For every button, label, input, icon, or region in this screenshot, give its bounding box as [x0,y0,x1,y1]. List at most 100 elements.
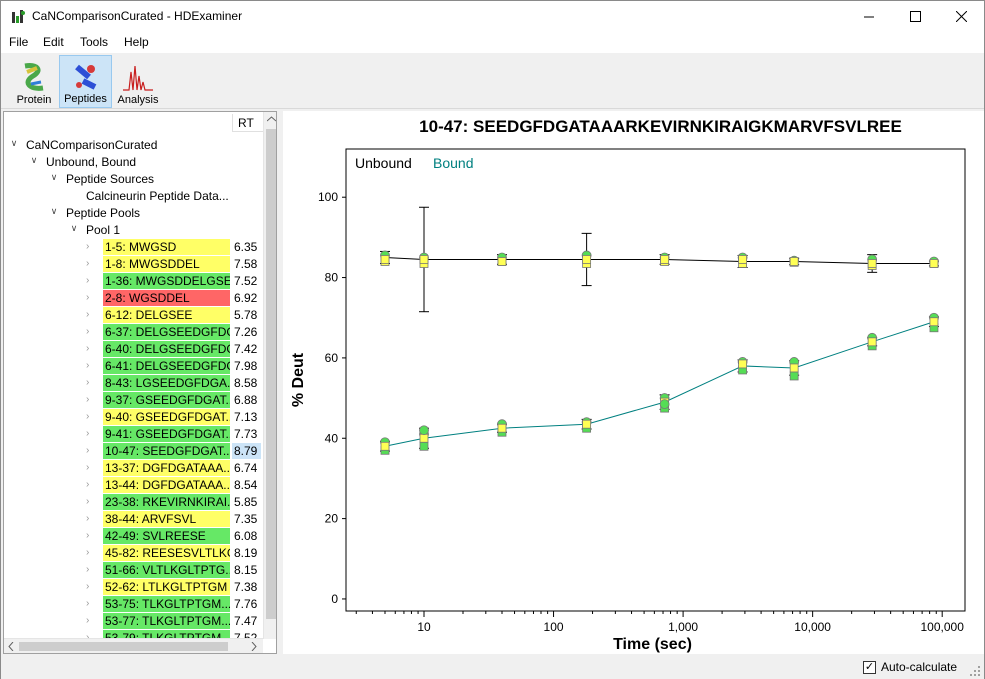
legend-bound[interactable]: Bound [433,155,473,171]
expand-peptide-icon[interactable]: › [86,462,90,473]
data-point[interactable] [738,359,748,369]
peptide-row[interactable]: › 9-40: GSEEDGFDGAT... 7.13 [86,409,263,425]
expand-peptide-icon[interactable]: › [86,275,90,286]
tree-state[interactable]: Unbound, Bound [46,155,137,169]
peptide-row[interactable]: › 53-77: TLKGLTPTGM... 7.47 [86,613,263,629]
peptide-row[interactable]: › 52-62: LTLKGLTPTGM 7.38 [86,579,263,595]
peptide-row[interactable]: › 38-44: ARVFSVL 7.35 [86,511,263,527]
collapse-root-icon[interactable]: ∨ [10,138,18,148]
horizontal-scrollbar[interactable] [4,638,263,653]
maximize-button[interactable] [892,1,938,32]
tree-peptide-sources[interactable]: Peptide Sources [66,172,155,186]
peptide-row[interactable]: › 13-44: DGFDGATAAA... 8.54 [86,477,263,493]
data-point[interactable] [582,255,592,264]
peptide-row[interactable]: › 23-38: RKEVIRNKIRAI... 5.85 [86,494,263,510]
analysis-button[interactable]: Analysis [115,55,161,108]
menu-help[interactable]: Help [124,35,149,49]
data-point[interactable] [419,425,429,436]
data-point[interactable] [867,259,877,268]
peptide-row[interactable]: › 45-82: REESESVLTLKG... 8.19 [86,545,263,561]
expand-peptide-icon[interactable]: › [86,241,90,252]
scroll-left-icon[interactable] [8,642,14,651]
protein-button[interactable]: Protein [11,55,57,108]
collapse-pool-icon[interactable]: ∨ [70,223,78,233]
rt-column-header[interactable]: RT [232,114,263,132]
horizontal-scroll-thumb[interactable] [19,642,228,651]
data-point[interactable] [497,257,507,266]
expand-peptide-icon[interactable]: › [86,513,90,524]
collapse-sources-icon[interactable]: ∨ [50,172,58,182]
peptide-row[interactable]: › 53-75: TLKGLTPTGM... 7.76 [86,596,263,612]
expand-peptide-icon[interactable]: › [86,445,90,456]
data-point[interactable] [380,441,390,451]
data-point[interactable] [738,255,748,264]
data-point[interactable] [380,255,390,264]
data-point[interactable] [929,259,939,268]
expand-peptide-icon[interactable]: › [86,496,90,507]
pane-splitter[interactable] [278,111,282,654]
minimize-button[interactable] [846,1,892,32]
peptide-row[interactable]: › 13-37: DGFDGATAAA... 6.74 [86,460,263,476]
collapse-pools-icon[interactable]: ∨ [50,206,58,216]
menu-file[interactable]: File [9,35,29,49]
peptide-row[interactable]: › 51-66: VLTLKGLTPTG... 8.15 [86,562,263,578]
peptide-row[interactable]: › 10-47: SEEDGFDGAT... 8.79 [86,443,263,459]
peptide-row[interactable]: › 2-8: WGSDDEL 6.92 [86,290,263,306]
expand-peptide-icon[interactable]: › [86,258,90,269]
peptide-row[interactable]: › 1-5: MWGSD 6.35 [86,239,263,255]
vertical-scroll-thumb[interactable] [266,129,276,619]
data-point[interactable] [789,257,799,266]
expand-peptide-icon[interactable]: › [86,615,90,626]
expand-peptide-icon[interactable]: › [86,326,90,337]
data-point[interactable] [929,317,939,327]
legend-unbound[interactable]: Unbound [355,155,412,171]
data-point[interactable] [867,337,877,347]
scroll-up-icon[interactable] [267,116,276,122]
uptake-plot[interactable]: 0 20 40 60 80 100 10 100 1,000 10,000 100,000 Time … [283,111,984,654]
data-point[interactable] [419,255,429,264]
tree-pool[interactable]: Pool 1 [86,223,121,237]
expand-peptide-icon[interactable]: › [86,547,90,558]
close-button[interactable] [938,1,984,32]
expand-peptide-icon[interactable]: › [86,394,90,405]
menu-tools[interactable]: Tools [80,35,109,49]
peptide-row[interactable]: › 6-37: DELGSEEDGFDG... 7.26 [86,324,263,340]
expand-peptide-icon[interactable]: › [86,343,90,354]
expand-peptide-icon[interactable]: › [86,309,90,320]
expand-peptide-icon[interactable]: › [86,564,90,575]
resize-grip-icon[interactable] [969,665,981,677]
expand-peptide-icon[interactable]: › [86,598,90,609]
peptide-row[interactable]: › 6-40: DELGSEEDGFDG... 7.42 [86,341,263,357]
peptide-row[interactable]: › 8-43: LGSEEDGFDGA... 8.58 [86,375,263,391]
peptide-row[interactable]: › 6-12: DELGSEE 5.78 [86,307,263,323]
peptides-button[interactable]: Peptides [59,55,112,108]
peptide-row[interactable]: › 9-41: GSEEDGFDGAT... 7.73 [86,426,263,442]
vertical-scrollbar[interactable] [263,112,276,639]
data-point[interactable] [659,399,670,410]
tree-source-item[interactable]: Calcineurin Peptide Data... [86,189,229,203]
expand-peptide-icon[interactable]: › [86,581,90,592]
expand-peptide-icon[interactable]: › [86,630,96,646]
menu-edit[interactable]: Edit [43,35,64,49]
auto-calculate-toggle[interactable]: ✓ Auto-calculate [863,660,957,674]
data-point[interactable] [419,441,429,451]
data-point[interactable] [419,433,429,443]
peptide-row[interactable]: › 9-37: GSEEDGFDGAT... 6.88 [86,392,263,408]
tree-peptide-pools[interactable]: Peptide Pools [66,206,141,220]
expand-peptide-icon[interactable]: › [86,428,90,439]
expand-peptide-icon[interactable]: › [86,479,90,490]
peptide-row[interactable]: › 6-41: DELGSEEDGFDG... 7.98 [86,358,263,374]
data-point[interactable] [789,371,799,381]
data-point[interactable] [789,363,799,373]
expand-peptide-icon[interactable]: › [86,377,90,388]
peptide-row[interactable]: › 42-49: SVLREESE 6.08 [86,528,263,544]
data-point[interactable] [582,419,592,429]
auto-calculate-checkbox[interactable]: ✓ [863,660,876,674]
expand-peptide-icon[interactable]: › [86,292,90,303]
expand-peptide-icon[interactable]: › [86,360,90,371]
data-point[interactable] [497,423,507,433]
collapse-state-icon[interactable]: ∨ [30,155,38,165]
tree-root[interactable]: CaNComparisonCurated [26,138,158,152]
expand-peptide-icon[interactable]: › [86,411,90,422]
peptide-row[interactable]: › 1-36: MWGSDDELGSE... 7.52 [86,273,263,289]
